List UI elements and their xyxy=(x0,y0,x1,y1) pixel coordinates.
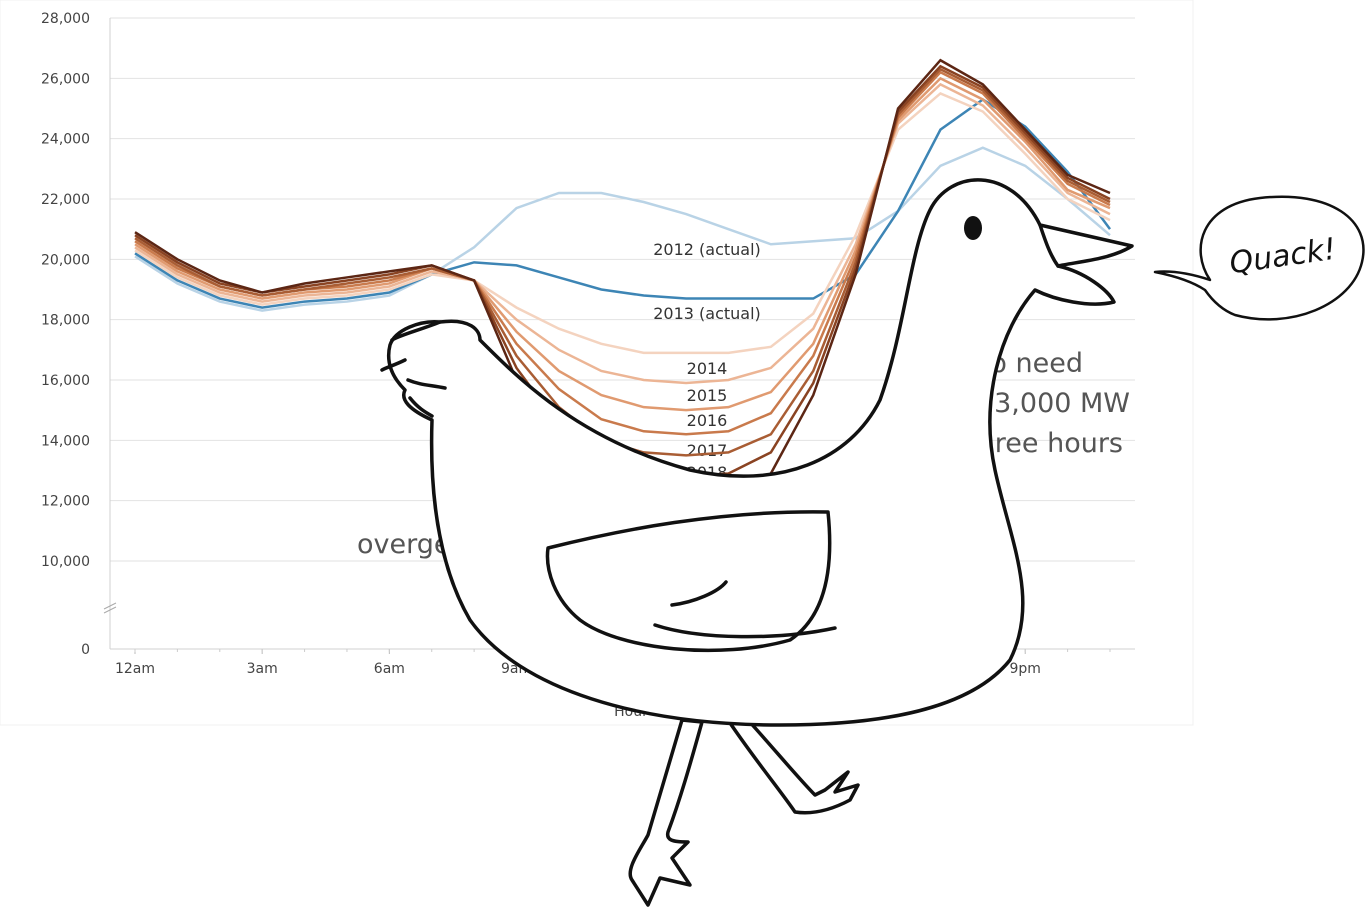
y-tick-label: 10,000 xyxy=(41,554,90,570)
series-label: 2017 xyxy=(687,441,728,460)
x-tick-label: 6am xyxy=(374,661,405,677)
series-line xyxy=(134,76,1111,412)
y-tick-label: 22,000 xyxy=(41,192,90,208)
x-tick-label: 12am xyxy=(115,661,155,677)
series-label: 2014 xyxy=(687,359,728,378)
duck-drawing: Quack! xyxy=(380,178,1365,907)
y-tick-label: 28,000 xyxy=(41,11,90,27)
speech-bubble xyxy=(1153,195,1365,321)
series-label: 2015 xyxy=(687,386,728,405)
y-tick-label: 24,000 xyxy=(41,132,90,148)
y-tick-label: 12,000 xyxy=(41,494,90,510)
series-line xyxy=(134,146,1111,312)
x-tick-label: 3am xyxy=(247,661,278,677)
series-label: 2016 xyxy=(687,411,728,430)
y-tick-label: 18,000 xyxy=(41,313,90,329)
duck-leg xyxy=(628,718,704,907)
series-label: 2012 (actual) xyxy=(653,240,761,259)
duck-beak-line xyxy=(1038,223,1060,268)
duck-wing-fingers xyxy=(380,320,447,418)
y-tick-label: 20,000 xyxy=(41,252,90,268)
axis-break xyxy=(103,602,117,614)
series-label: 2013 (actual) xyxy=(653,304,761,323)
series-line xyxy=(134,82,1111,385)
y-tick-label: 26,000 xyxy=(41,71,90,87)
y-tick-label: 14,000 xyxy=(41,433,90,449)
x-tick-label: 9pm xyxy=(1009,661,1040,677)
y-tick-label: 0 xyxy=(81,642,90,658)
series-line xyxy=(134,97,1112,309)
series-line xyxy=(134,91,1111,355)
duck-leg xyxy=(726,718,860,815)
duck-wing-line xyxy=(653,580,837,639)
y-tick-label: 16,000 xyxy=(41,373,90,389)
duck-eye xyxy=(964,216,982,240)
